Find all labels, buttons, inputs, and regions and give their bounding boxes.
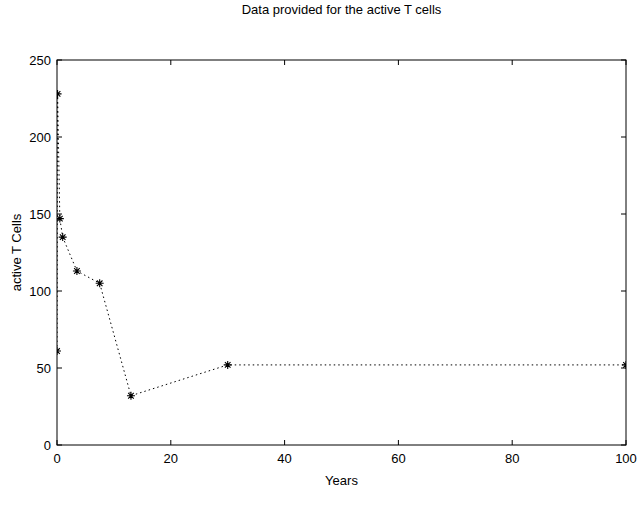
y-tick-label: 250 <box>29 53 51 68</box>
y-tick-label: 0 <box>44 438 51 453</box>
x-tick-label: 60 <box>391 451 405 466</box>
y-tick <box>621 137 626 138</box>
x-tick <box>57 440 58 445</box>
x-tick-label: 20 <box>164 451 178 466</box>
plot-frame <box>57 60 626 445</box>
x-tick <box>170 440 171 445</box>
x-tick <box>170 60 171 65</box>
chart-container: 0 20 40 60 80 100 0 50 100 150 200 250 Data provided… <box>0 0 640 515</box>
x-tick <box>284 60 285 65</box>
y-axis-label: active T Cells <box>9 213 24 291</box>
data-marker <box>622 361 626 369</box>
plot-area <box>57 90 626 400</box>
x-tick <box>626 440 627 445</box>
y-tick <box>57 137 62 138</box>
x-tick-label: 0 <box>53 451 60 466</box>
x-tick <box>284 440 285 445</box>
data-line <box>57 94 626 396</box>
background <box>0 0 640 515</box>
y-tick <box>621 214 626 215</box>
x-tick <box>512 440 513 445</box>
y-tick-label: 200 <box>29 130 51 145</box>
x-axis-label: Years <box>325 473 358 488</box>
x-tick <box>398 440 399 445</box>
y-tick <box>621 445 626 446</box>
y-tick <box>621 291 626 292</box>
y-tick-label: 50 <box>37 361 51 376</box>
x-tick-label: 40 <box>277 451 291 466</box>
x-tick <box>398 60 399 65</box>
data-marker <box>96 279 104 287</box>
x-tick-label: 100 <box>615 451 637 466</box>
y-tick-label: 100 <box>29 284 51 299</box>
data-marker <box>73 267 81 275</box>
data-marker <box>127 392 135 400</box>
data-marker <box>57 215 64 223</box>
x-tick <box>626 60 627 65</box>
x-tick-label: 80 <box>505 451 519 466</box>
data-marker <box>57 347 61 355</box>
y-tick <box>57 214 62 215</box>
title: Data provided for the active T cells <box>242 2 442 17</box>
y-tick-label: 150 <box>29 207 51 222</box>
y-tick <box>621 60 626 61</box>
data-marker <box>59 233 67 241</box>
data-marker <box>57 90 62 98</box>
chart-svg: 0 20 40 60 80 100 0 50 100 150 200 250 Data provided… <box>0 0 640 515</box>
y-tick <box>57 368 62 369</box>
x-tick <box>512 60 513 65</box>
y-tick <box>57 60 62 61</box>
y-tick <box>57 445 62 446</box>
y-tick <box>57 291 62 292</box>
x-tick <box>57 60 58 65</box>
data-marker <box>224 361 232 369</box>
